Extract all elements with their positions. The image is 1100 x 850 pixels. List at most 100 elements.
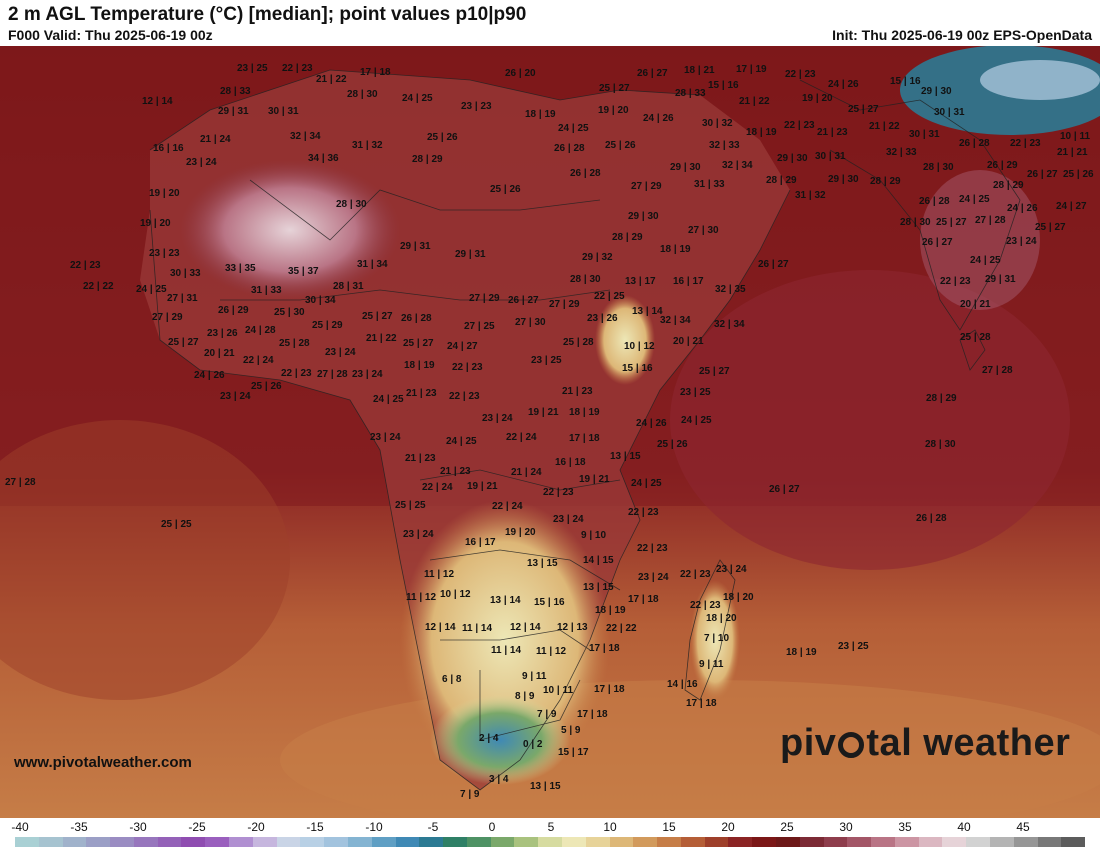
point-value: 34 | 36	[308, 153, 339, 164]
point-value: 23 | 25	[838, 641, 869, 652]
point-value: 23 | 24	[403, 529, 434, 540]
point-value: 10 | 12	[624, 341, 655, 352]
point-value: 16 | 18	[555, 457, 586, 468]
point-value: 26 | 27	[769, 484, 800, 495]
point-value: 25 | 27	[168, 337, 199, 348]
point-value: 22 | 23	[282, 63, 313, 74]
colorbar-tick: 5	[547, 820, 555, 834]
point-value: 23 | 25	[237, 63, 268, 74]
point-value: 21 | 22	[316, 74, 347, 85]
colorbar-swatch	[680, 837, 705, 847]
point-value: 23 | 24	[370, 432, 401, 443]
colorbar-swatch	[38, 837, 63, 847]
colorbar-swatch	[704, 837, 729, 847]
point-value: 24 | 26	[194, 370, 225, 381]
point-value: 2 | 4	[479, 733, 499, 744]
point-value: 22 | 23	[940, 276, 971, 287]
point-value: 27 | 28	[317, 369, 348, 380]
temperature-map[interactable]	[0, 46, 1100, 818]
point-value: 11 | 14	[462, 623, 493, 634]
point-value: 25 | 28	[960, 332, 991, 343]
colorbar-swatch	[847, 837, 872, 847]
colorbar-swatch	[347, 837, 372, 847]
point-value: 22 | 22	[606, 623, 637, 634]
point-value: 24 | 25	[681, 415, 712, 426]
point-value: 27 | 25	[464, 321, 495, 332]
point-value: 28 | 29	[412, 154, 443, 165]
point-value: 30 | 33	[170, 268, 201, 279]
point-value: 23 | 24	[553, 514, 584, 525]
point-value: 19 | 20	[505, 527, 536, 538]
point-value: 24 | 27	[1056, 201, 1087, 212]
point-value: 28 | 30	[923, 162, 954, 173]
point-value: 28 | 30	[570, 274, 601, 285]
point-value: 22 | 25	[594, 291, 625, 302]
point-value: 10 | 11	[543, 685, 574, 696]
point-value: 28 | 33	[220, 86, 251, 97]
point-value: 31 | 33	[251, 285, 282, 296]
colorbar-swatch	[657, 837, 681, 847]
point-value: 32 | 33	[886, 147, 917, 158]
colorbar-swatch	[205, 837, 230, 847]
point-value: 24 | 26	[828, 79, 859, 90]
point-value: 30 | 34	[305, 295, 336, 306]
point-value: 32 | 33	[709, 140, 740, 151]
point-value: 26 | 27	[637, 68, 668, 79]
point-value: 26 | 28	[916, 513, 947, 524]
colorbar-swatch	[395, 837, 420, 847]
point-value: 24 | 25	[558, 123, 589, 134]
point-value: 21 | 24	[200, 134, 231, 145]
point-value: 9 | 10	[581, 530, 607, 541]
point-value: 17 | 18	[594, 684, 625, 695]
sun-icon	[838, 732, 865, 758]
colorbar-tick: 20	[721, 820, 735, 834]
point-value: 23 | 25	[531, 355, 562, 366]
point-value: 17 | 18	[569, 433, 600, 444]
point-value: 30 | 32	[702, 118, 733, 129]
point-value: 25 | 27	[403, 338, 434, 349]
point-value: 27 | 30	[688, 225, 719, 236]
colorbar-swatch	[728, 837, 753, 847]
point-value: 25 | 26	[605, 140, 636, 151]
point-value: 19 | 20	[149, 188, 180, 199]
point-value: 20 | 21	[204, 348, 235, 359]
point-value: 23 | 26	[587, 313, 618, 324]
point-value: 28 | 29	[926, 393, 957, 404]
point-value: 13 | 17	[625, 276, 656, 287]
point-value: 28 | 33	[675, 88, 706, 99]
point-value: 22 | 23	[680, 569, 711, 580]
colorbar-swatch	[110, 837, 134, 847]
point-value: 17 | 18	[589, 643, 620, 654]
colorbar-swatch	[585, 837, 610, 847]
point-value: 28 | 30	[336, 199, 367, 210]
point-value: 23 | 24	[186, 157, 217, 168]
point-value: 12 | 14	[425, 622, 456, 633]
point-value: 22 | 23	[543, 487, 574, 498]
point-value: 24 | 25	[970, 255, 1001, 266]
point-value: 10 | 12	[440, 589, 471, 600]
point-value: 12 | 14	[510, 622, 541, 633]
point-value: 30 | 31	[909, 129, 940, 140]
point-value: 28 | 29	[870, 176, 901, 187]
point-value: 23 | 23	[149, 248, 180, 259]
point-value: 17 | 18	[577, 709, 608, 720]
colorbar-swatch	[324, 837, 348, 847]
colorbar-swatch	[871, 837, 895, 847]
colorbar-swatch	[514, 837, 539, 847]
point-value: 29 | 30	[921, 86, 952, 97]
point-value: 32 | 34	[722, 160, 753, 171]
point-value: 27 | 29	[549, 299, 580, 310]
map-canvas	[0, 46, 1100, 818]
point-value: 17 | 18	[686, 698, 717, 709]
point-value: 10 | 11	[1060, 131, 1091, 142]
point-value: 29 | 30	[670, 162, 701, 173]
point-value: 19 | 20	[140, 218, 171, 229]
colorbar-swatch	[157, 837, 182, 847]
point-value: 18 | 19	[746, 127, 777, 138]
point-value: 25 | 25	[395, 500, 426, 511]
point-value: 23 | 24	[325, 347, 356, 358]
point-value: 28 | 29	[993, 180, 1024, 191]
colorbar-tick: -35	[70, 820, 88, 834]
point-value: 23 | 24	[352, 369, 383, 380]
point-value: 11 | 14	[491, 645, 522, 656]
